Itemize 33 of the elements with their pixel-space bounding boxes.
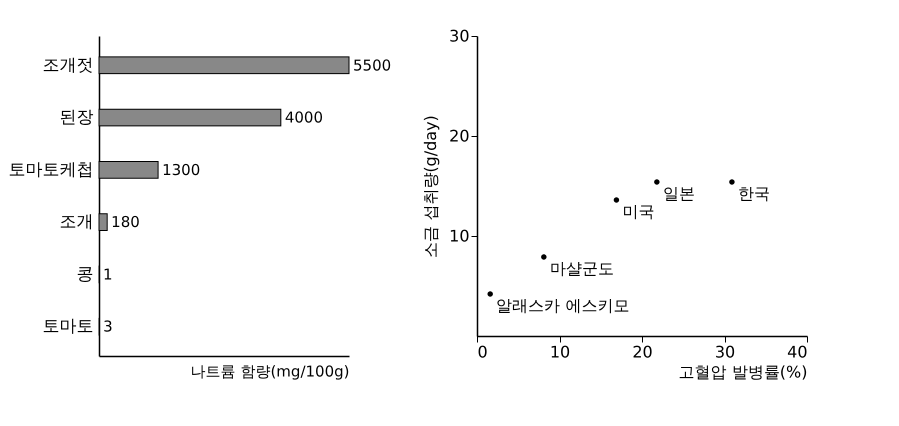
x-tick-label: 30: [714, 342, 736, 362]
y-tick-label: 조개젓: [42, 55, 94, 76]
y-tick-label: 된장: [60, 108, 94, 128]
x-tick-label: 40: [787, 342, 808, 362]
y-tick-label: 20: [449, 126, 470, 146]
annotation: 미국: [622, 202, 654, 221]
data-label: 1: [103, 265, 113, 284]
data-label: 180: [111, 213, 140, 232]
data-label: 5500: [353, 56, 392, 74]
y-axis-title: 소금 섭취량(g/day): [421, 115, 440, 258]
point: [614, 197, 620, 203]
x-tick-label: 10: [550, 342, 570, 362]
y-tick-label: 10: [449, 226, 470, 246]
x-tick-label: 20: [632, 342, 653, 362]
data-label: 3: [103, 318, 113, 336]
y-tick-label: 토마토케첩: [8, 160, 94, 180]
annotation: 마샬군도: [550, 259, 614, 278]
x-tick-label: 0: [478, 342, 488, 362]
y-tick-label: 토마토: [42, 316, 94, 337]
annotation: 한국: [738, 184, 770, 203]
y-tick-label: 콩: [76, 264, 94, 284]
annotation: 알래스카 에스키모: [496, 296, 630, 315]
y-tick-label: 30: [449, 26, 470, 46]
point: [487, 291, 493, 297]
x-axis-title: 고혈압 발병률(%): [678, 362, 808, 382]
y-tick-label: 조개: [60, 212, 94, 232]
point: [729, 179, 735, 185]
point: [654, 179, 660, 185]
point: [541, 254, 547, 260]
data-label: 4000: [284, 108, 324, 127]
x-axis-title: 나트륨 함량(mg/100g): [190, 362, 350, 380]
annotation: 일본: [662, 184, 695, 203]
data-label: 1300: [162, 160, 200, 179]
